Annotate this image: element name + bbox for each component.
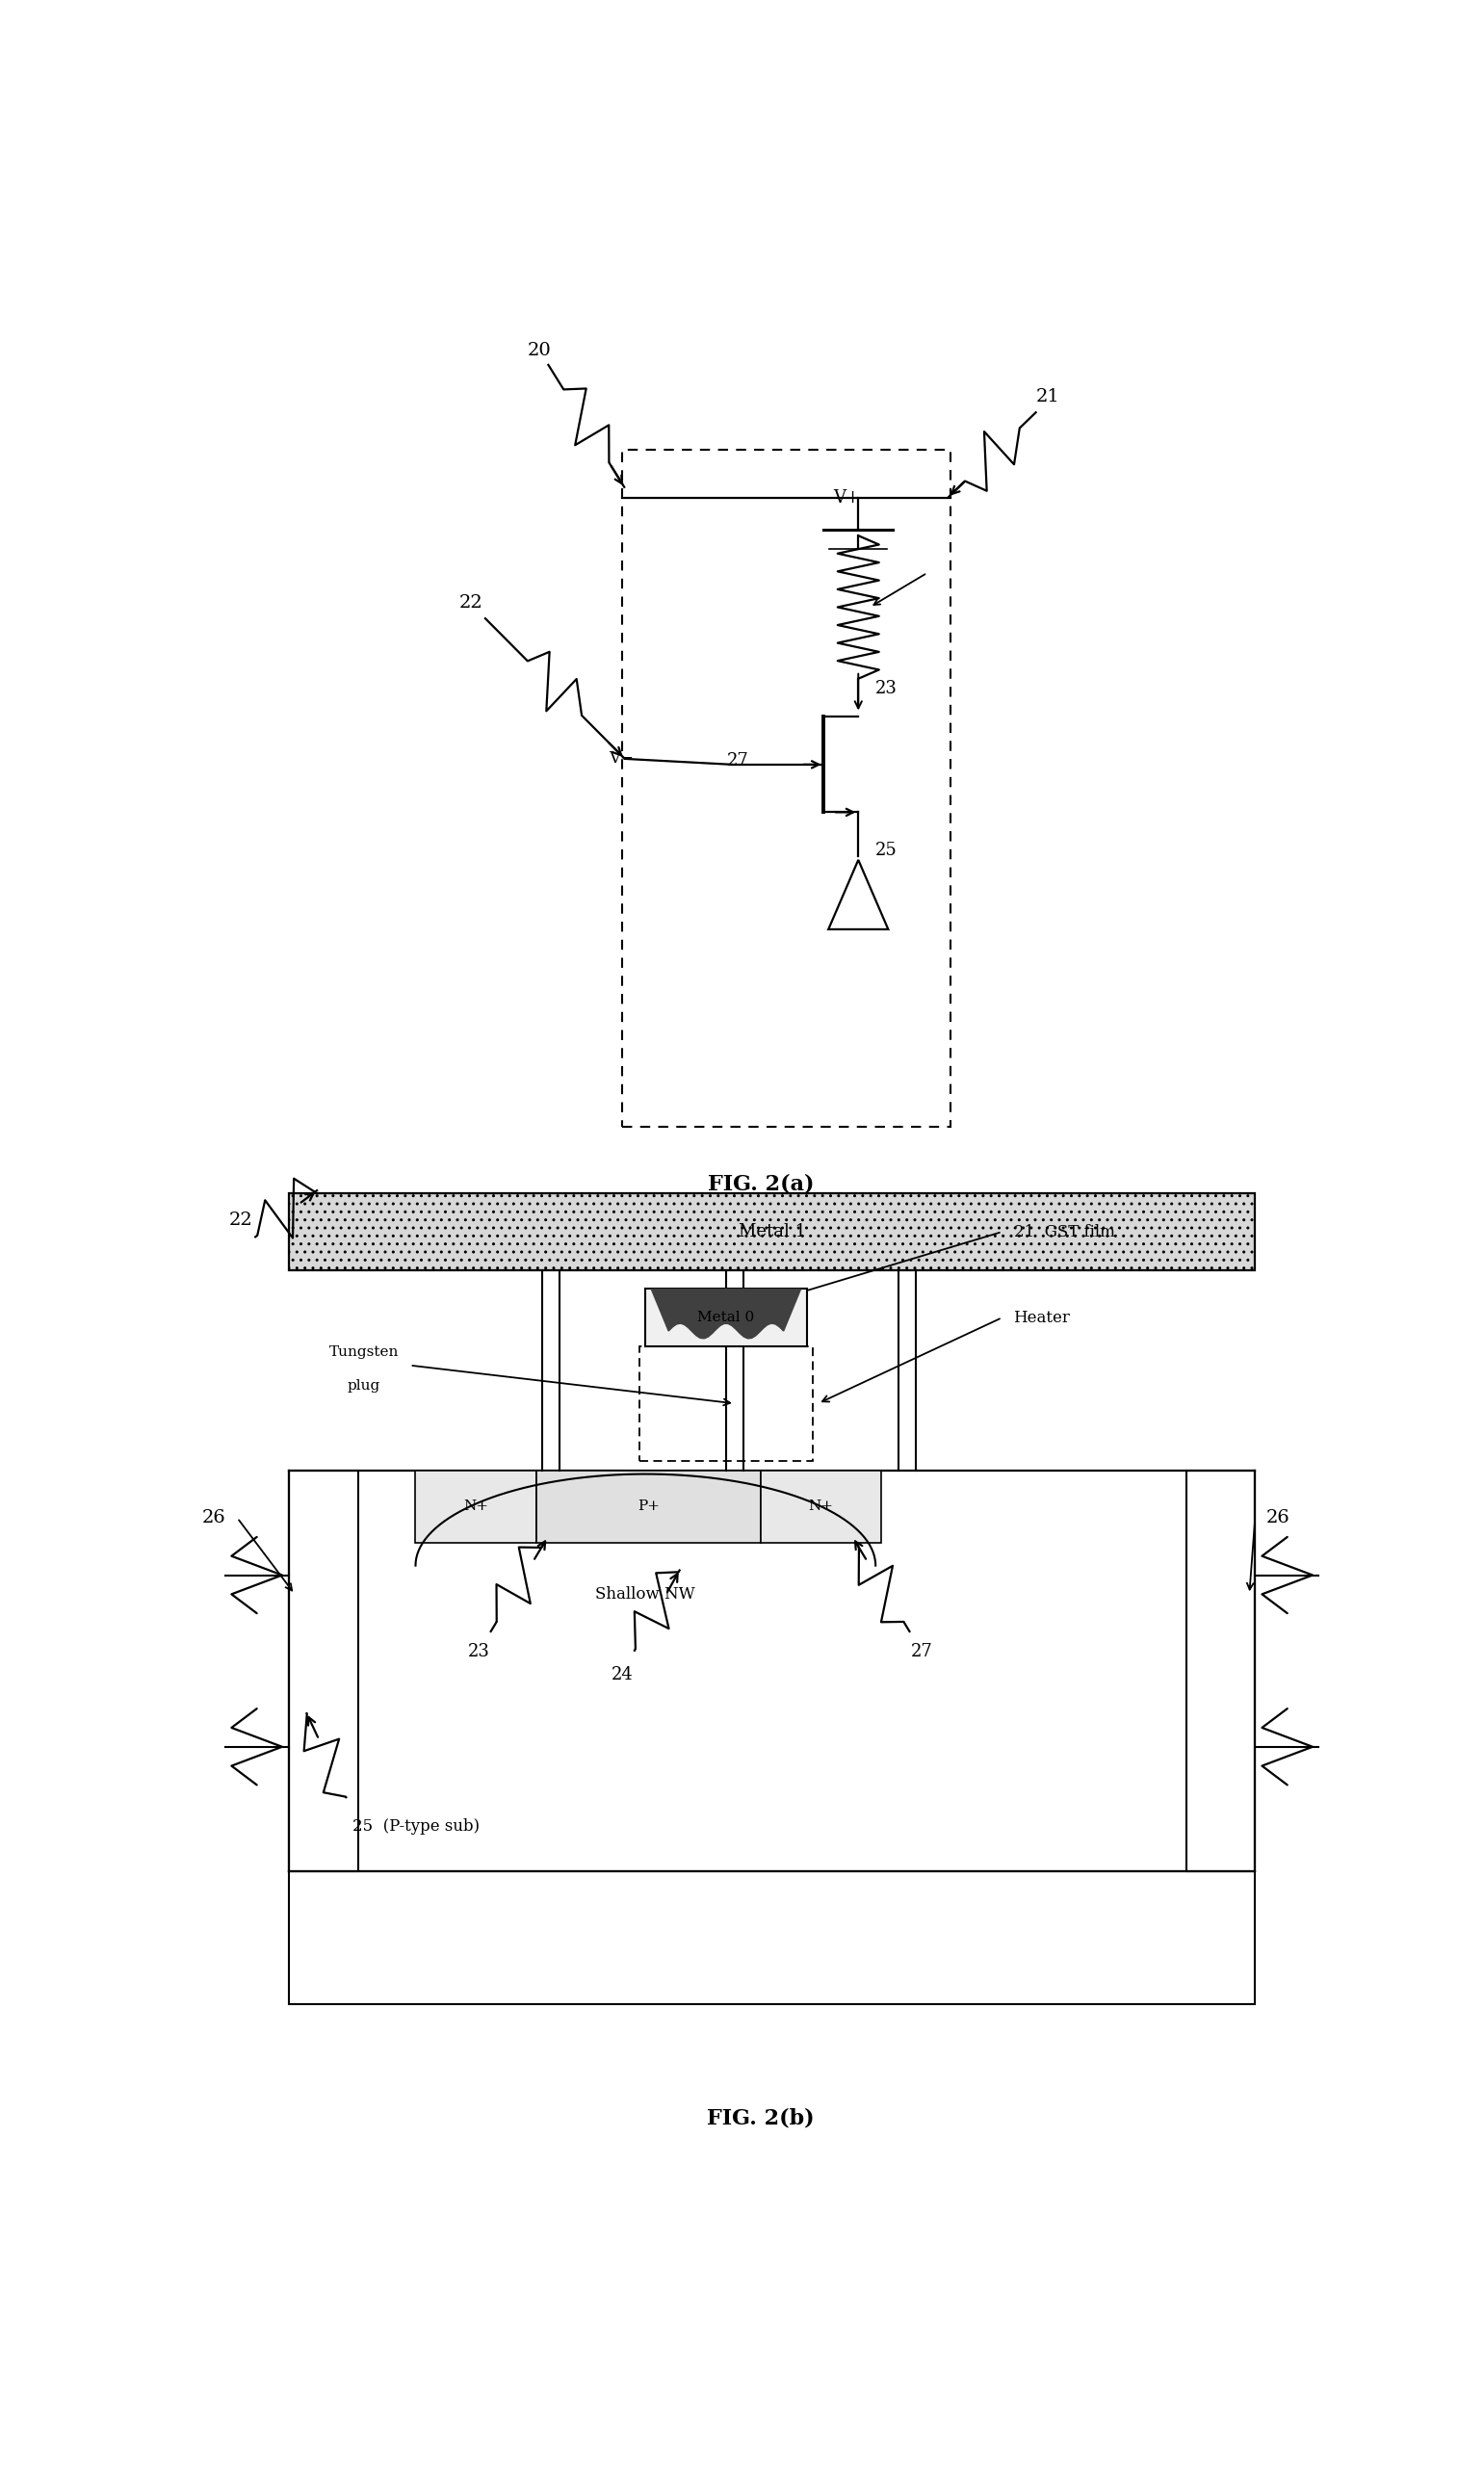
Text: Metal 1: Metal 1	[738, 1224, 806, 1241]
Bar	[289, 1870, 1255, 2004]
Text: 24: 24	[611, 1665, 634, 1682]
Text: 25: 25	[876, 842, 898, 860]
Text: N+: N+	[809, 1499, 834, 1513]
Text: 26: 26	[202, 1508, 226, 1526]
Text: 23: 23	[467, 1642, 490, 1660]
Bar	[1186, 1471, 1255, 1870]
Text: 21  GST film: 21 GST film	[1014, 1224, 1114, 1241]
Text: 21: 21	[1036, 389, 1060, 406]
Text: FIG. 2(a): FIG. 2(a)	[708, 1174, 813, 1194]
Text: 27: 27	[727, 753, 748, 770]
Bar	[640, 1347, 812, 1461]
Text: 23: 23	[876, 679, 898, 696]
Text: 25  (P-type sub): 25 (P-type sub)	[352, 1818, 479, 1835]
Text: N+: N+	[463, 1499, 488, 1513]
Bar	[646, 1288, 807, 1347]
Bar	[760, 1471, 881, 1543]
Text: Tungsten: Tungsten	[329, 1345, 399, 1360]
Bar	[416, 1471, 536, 1543]
Bar	[536, 1471, 760, 1543]
Bar	[289, 1194, 1255, 1271]
Text: Metal 0: Metal 0	[697, 1310, 754, 1325]
Text: 20: 20	[528, 342, 552, 359]
Text: Shallow NW: Shallow NW	[595, 1585, 696, 1603]
Text: V−: V−	[608, 751, 634, 768]
Text: 27: 27	[911, 1642, 932, 1660]
Text: Heater: Heater	[1014, 1310, 1070, 1325]
Polygon shape	[651, 1288, 801, 1338]
Text: 26: 26	[1266, 1508, 1290, 1526]
Text: V+: V+	[834, 488, 861, 505]
Text: 22: 22	[229, 1211, 252, 1229]
Text: plug: plug	[347, 1380, 380, 1392]
Bar	[289, 1194, 1255, 1271]
Text: P+: P+	[637, 1499, 659, 1513]
Text: 22: 22	[459, 594, 482, 612]
Text: FIG. 2(b): FIG. 2(b)	[706, 2108, 815, 2130]
Bar	[289, 1471, 358, 1870]
